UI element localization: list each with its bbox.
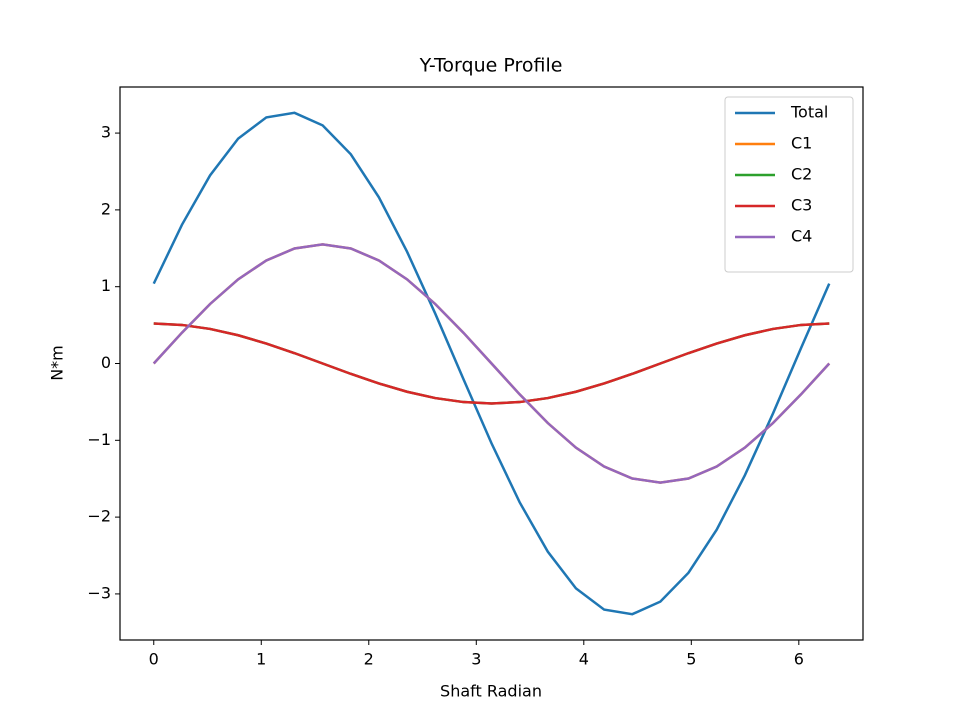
y-tick-label: 0 — [101, 353, 111, 372]
legend-label: C2 — [791, 165, 812, 184]
chart-title: Y-Torque Profile — [419, 55, 563, 77]
x-tick-label: 4 — [579, 650, 589, 669]
x-tick-label: 3 — [471, 650, 481, 669]
y-tick-label: −1 — [87, 430, 111, 449]
x-tick-label: 2 — [364, 650, 374, 669]
x-tick-label: 1 — [256, 650, 266, 669]
x-tick-label: 5 — [686, 650, 696, 669]
y-tick-label: 1 — [101, 276, 111, 295]
x-axis-label: Shaft Radian — [440, 682, 542, 701]
y-tick-label: −3 — [87, 583, 111, 602]
plot-frame — [119, 86, 864, 641]
data-line — [153, 322, 830, 405]
y-tick-label: 2 — [101, 199, 111, 218]
y-axis-label: N*m — [48, 345, 67, 381]
data-line — [152, 243, 831, 484]
y-tick-label: 3 — [101, 123, 111, 142]
legend-label: C1 — [791, 134, 812, 153]
legend-box — [724, 96, 854, 273]
x-tick-label: 6 — [794, 650, 804, 669]
legend-label: C4 — [791, 227, 812, 246]
legend-label: Total — [790, 103, 828, 122]
legend-label: C3 — [791, 196, 812, 215]
data-line — [152, 111, 831, 616]
x-tick-label: 0 — [149, 650, 159, 669]
legend: Total C1 C2 C3 C4 — [724, 96, 854, 273]
y-tick-label: −2 — [87, 507, 111, 526]
